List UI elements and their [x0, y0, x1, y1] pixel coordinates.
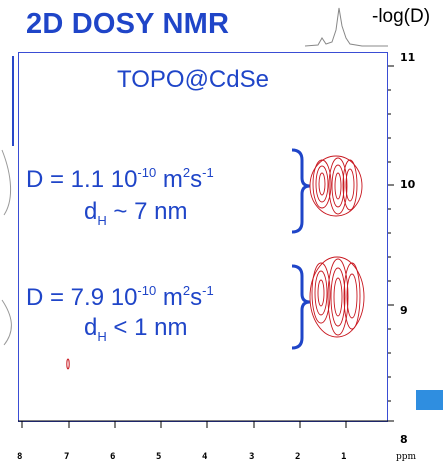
x-tick-4: 4 — [202, 452, 208, 462]
minor-contour — [66, 358, 70, 370]
x-axis-unit: ppm — [396, 452, 417, 462]
diffusion-coefficient-2: D = 7.9 10-10 m2s-1 — [26, 283, 214, 311]
left-projection-trace — [1, 149, 12, 346]
top-projection-trace — [304, 7, 388, 47]
y-axis-title: -log(D) — [372, 6, 431, 27]
left-edge-bar — [0, 56, 14, 146]
x-tick-6: 6 — [110, 452, 116, 462]
brace-1 — [291, 148, 311, 234]
brace-2 — [291, 264, 311, 350]
sample-label: TOPO@CdSe — [117, 66, 269, 93]
x-tick-7: 7 — [64, 452, 70, 462]
x-tick-8: 8 — [17, 452, 23, 462]
y-axis-ticks — [388, 65, 394, 422]
x-tick-2: 2 — [295, 452, 301, 462]
contour-cluster-1 — [309, 155, 363, 217]
y-tick-11: 11 — [400, 51, 416, 64]
x-tick-3: 3 — [249, 452, 255, 462]
x-axis-ticks — [18, 420, 388, 428]
y-tick-10: 10 — [400, 178, 416, 191]
accent-box — [416, 390, 443, 410]
hydrodynamic-diameter-1: dH ~ 7 nm — [84, 198, 188, 228]
x-tick-5: 5 — [156, 452, 162, 462]
diffusion-coefficient-1: D = 1.1 10-10 m2s-1 — [26, 165, 214, 193]
page-title: 2D DOSY NMR — [26, 8, 230, 40]
x-tick-1: 1 — [341, 452, 347, 462]
contour-cluster-2 — [309, 256, 365, 338]
hydrodynamic-diameter-2: dH < 1 nm — [84, 314, 188, 344]
y-tick-9: 9 — [400, 304, 408, 317]
y-tick-8: 8 — [400, 433, 408, 446]
